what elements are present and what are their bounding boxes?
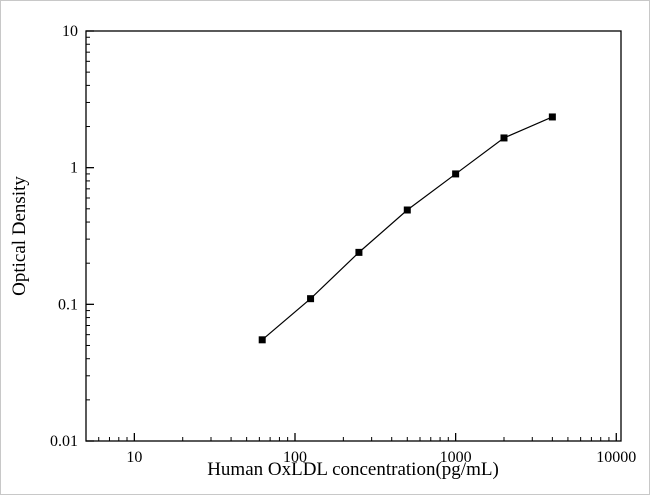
x-tick-label: 10000 (596, 449, 636, 466)
data-point-marker (548, 113, 556, 121)
curve-line (261, 116, 553, 341)
axis-ticks: 10 100 1000 10000 0.01 0.1 1 10 (50, 23, 636, 466)
data-point-marker (307, 295, 315, 303)
y-tick-label: 0.1 (58, 296, 78, 313)
data-point-marker (355, 248, 363, 256)
x-tick-label: 100 (283, 449, 307, 466)
data-point-marker (258, 336, 266, 344)
x-tick-label: 1000 (440, 449, 472, 466)
data-point-marker (403, 206, 411, 214)
y-axis-label: Optical Density (9, 176, 30, 296)
data-series (258, 113, 556, 344)
data-point-marker (500, 134, 508, 142)
plot-area-border (85, 30, 622, 442)
data-point-marker (452, 170, 460, 178)
y-tick-label: 0.01 (50, 433, 78, 450)
x-axis-label: Human OxLDL concentration(pg/mL) (207, 459, 499, 480)
y-tick-label: 1 (70, 160, 78, 177)
y-tick-label: 10 (62, 23, 78, 40)
x-tick-label: 10 (126, 449, 142, 466)
